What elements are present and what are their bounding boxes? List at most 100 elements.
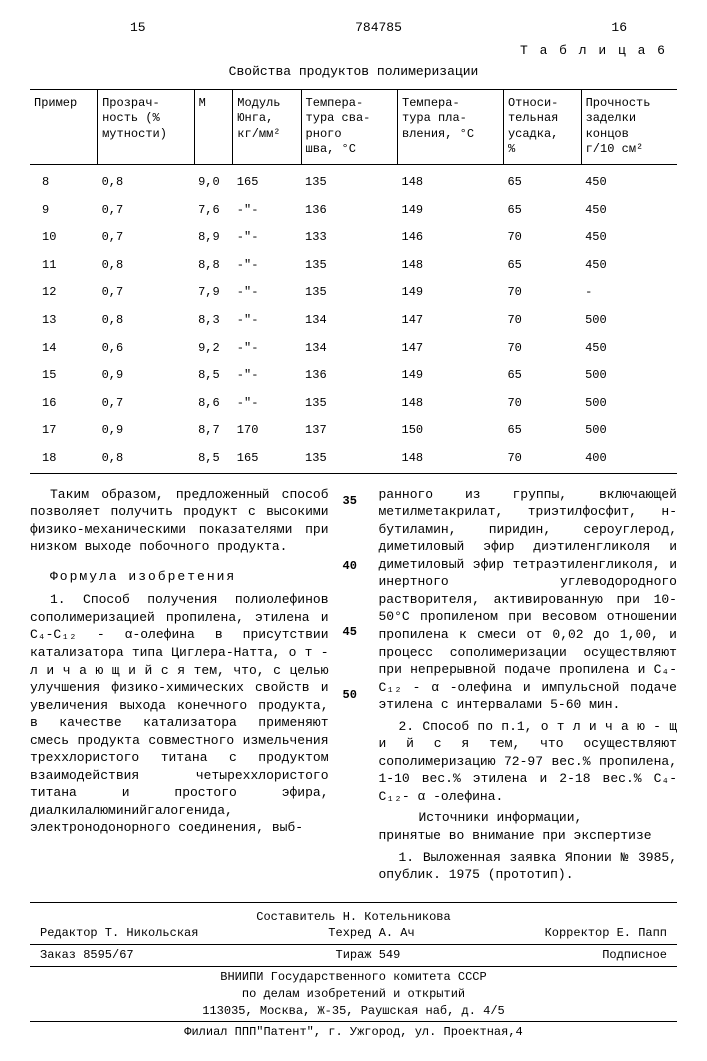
table-cell: 0,8 bbox=[98, 307, 194, 335]
table-cell: 500 bbox=[581, 417, 677, 445]
right-column: ранного из группы, включающей метилметак… bbox=[379, 486, 678, 888]
table-cell: 500 bbox=[581, 307, 677, 335]
table-header-cell: Прозрач- ность (% мутности) bbox=[98, 89, 194, 164]
table-cell: 134 bbox=[301, 335, 397, 363]
order-row: Заказ 8595/67 Тираж 549 Подписное bbox=[30, 947, 677, 967]
table-cell: 17 bbox=[30, 417, 98, 445]
table-cell: 0,8 bbox=[98, 252, 194, 280]
table-cell: 65 bbox=[503, 362, 581, 390]
table-header-cell: Пример bbox=[30, 89, 98, 164]
table-cell: 65 bbox=[503, 165, 581, 197]
page-num-right: 16 bbox=[611, 20, 627, 37]
table-cell: 7,6 bbox=[194, 197, 233, 225]
org-line-2: по делам изобретений и открытий bbox=[30, 986, 677, 1003]
line-number: 40 bbox=[343, 559, 365, 575]
table-header-cell: Модуль Юнга, кг/мм² bbox=[233, 89, 301, 164]
table-cell: 8,8 bbox=[194, 252, 233, 280]
table-row: 110,88,8-"-13514865450 bbox=[30, 252, 677, 280]
line-number: 35 bbox=[343, 494, 365, 510]
table-cell: 500 bbox=[581, 362, 677, 390]
table-cell: 8,5 bbox=[194, 445, 233, 473]
table-cell: 9,2 bbox=[194, 335, 233, 363]
table-row: 160,78,6-"-13514870500 bbox=[30, 390, 677, 418]
sources-heading: Источники информации, принятые во вниман… bbox=[379, 809, 678, 844]
table-cell: 146 bbox=[398, 224, 504, 252]
table-row: 130,88,3-"-13414770500 bbox=[30, 307, 677, 335]
filial-line: Филиал ППП"Патент", г. Ужгород, ул. Прое… bbox=[30, 1024, 677, 1041]
table-cell: 0,7 bbox=[98, 279, 194, 307]
line-number: 45 bbox=[343, 625, 365, 641]
table-cell: 136 bbox=[301, 197, 397, 225]
table-cell: 70 bbox=[503, 335, 581, 363]
table-cell: 450 bbox=[581, 197, 677, 225]
table-cell: 11 bbox=[30, 252, 98, 280]
table-cell: - bbox=[581, 279, 677, 307]
table-cell: -"- bbox=[233, 362, 301, 390]
table-cell: -"- bbox=[233, 197, 301, 225]
compiler-line: Составитель Н. Котельникова bbox=[30, 909, 677, 926]
table-row: 180,88,516513514870400 bbox=[30, 445, 677, 473]
table-cell: 13 bbox=[30, 307, 98, 335]
page-num-left: 15 bbox=[130, 20, 146, 37]
table-cell: 0,8 bbox=[98, 165, 194, 197]
subscription: Подписное bbox=[602, 947, 667, 964]
claim-2: 2. Способ по п.1, о т л и ч а ю - щ и й … bbox=[379, 718, 678, 806]
table-cell: 135 bbox=[301, 252, 397, 280]
table-cell: 14 bbox=[30, 335, 98, 363]
table-cell: 70 bbox=[503, 224, 581, 252]
table-cell: 12 bbox=[30, 279, 98, 307]
table-cell: 136 bbox=[301, 362, 397, 390]
table-cell: 147 bbox=[398, 307, 504, 335]
table-cell: 450 bbox=[581, 335, 677, 363]
table-cell: 133 bbox=[301, 224, 397, 252]
table-cell: 70 bbox=[503, 307, 581, 335]
table-cell: -"- bbox=[233, 307, 301, 335]
footer-divider bbox=[30, 902, 677, 903]
org-line-1: ВНИИПИ Государственного комитета СССР bbox=[30, 969, 677, 986]
table-cell: 8,7 bbox=[194, 417, 233, 445]
table-cell: 65 bbox=[503, 252, 581, 280]
table-cell: 0,9 bbox=[98, 362, 194, 390]
table-cell: -"- bbox=[233, 335, 301, 363]
body-text: Таким образом, предложенный способ позво… bbox=[30, 486, 677, 888]
table-row: 100,78,9-"-13314670450 bbox=[30, 224, 677, 252]
table-row: 80,89,016513514865450 bbox=[30, 165, 677, 197]
doc-number: 784785 bbox=[355, 20, 402, 37]
table-cell: 148 bbox=[398, 165, 504, 197]
table-row: 170,98,717013715065500 bbox=[30, 417, 677, 445]
table-cell: 0,8 bbox=[98, 445, 194, 473]
table-cell: 16 bbox=[30, 390, 98, 418]
table-cell: 9,0 bbox=[194, 165, 233, 197]
table-cell: 70 bbox=[503, 279, 581, 307]
table-row: 120,77,9-"-13514970- bbox=[30, 279, 677, 307]
table-cell: 149 bbox=[398, 279, 504, 307]
table-label: Т а б л и ц а 6 bbox=[30, 43, 677, 60]
table-cell: 10 bbox=[30, 224, 98, 252]
table-cell: 150 bbox=[398, 417, 504, 445]
tirage: Тираж 549 bbox=[336, 947, 401, 964]
table-cell: 15 bbox=[30, 362, 98, 390]
table-cell: 7,9 bbox=[194, 279, 233, 307]
table-header-cell: М bbox=[194, 89, 233, 164]
credits-row: Редактор Т. Никольская Техред А. Ач Корр… bbox=[30, 925, 677, 945]
table-cell: 165 bbox=[233, 445, 301, 473]
table-cell: 9 bbox=[30, 197, 98, 225]
table-cell: 149 bbox=[398, 197, 504, 225]
table-cell: 8,3 bbox=[194, 307, 233, 335]
table-cell: 0,6 bbox=[98, 335, 194, 363]
table-cell: 148 bbox=[398, 390, 504, 418]
table-cell: 149 bbox=[398, 362, 504, 390]
table-cell: 135 bbox=[301, 165, 397, 197]
table-cell: -"- bbox=[233, 224, 301, 252]
claim-1-left: 1. Способ получения полиолефинов сополим… bbox=[30, 591, 329, 837]
editor: Редактор Т. Никольская bbox=[40, 925, 198, 942]
table-cell: 134 bbox=[301, 307, 397, 335]
claim-1-right: ранного из группы, включающей метилметак… bbox=[379, 486, 678, 714]
address-line: 113035, Москва, Ж-35, Раушская наб, д. 4… bbox=[30, 1003, 677, 1023]
page-header: 15 784785 16 bbox=[30, 20, 677, 37]
table-cell: 8 bbox=[30, 165, 98, 197]
table-row: 150,98,5-"-13614965500 bbox=[30, 362, 677, 390]
table-row: 90,77,6-"-13614965450 bbox=[30, 197, 677, 225]
table-cell: 135 bbox=[301, 445, 397, 473]
table-cell: 500 bbox=[581, 390, 677, 418]
